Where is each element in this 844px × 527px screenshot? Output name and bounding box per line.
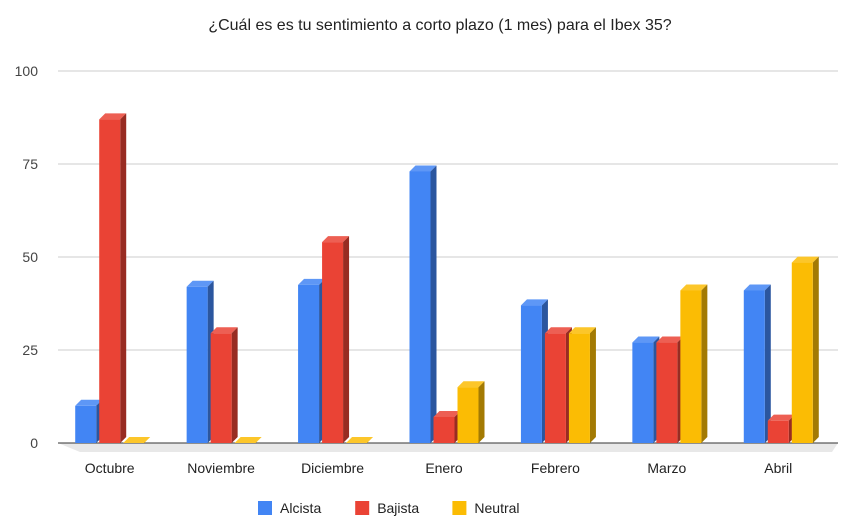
bar-top	[346, 437, 374, 443]
chart-floor-plane	[58, 443, 838, 452]
grid-lines	[58, 70, 838, 444]
bar-top	[210, 327, 238, 334]
bar-top	[75, 399, 103, 406]
bar-front	[409, 171, 431, 443]
bar-neutral-diciembre	[346, 437, 374, 443]
bar-front	[210, 333, 232, 443]
bar-alcista-noviembre	[186, 280, 214, 443]
bar-neutral-octubre	[123, 437, 151, 443]
bar-neutral-abril	[791, 256, 819, 443]
bar-top	[322, 236, 350, 243]
y-tick-label: 25	[22, 342, 38, 358]
x-tick-label: Octubre	[85, 460, 135, 476]
bar-top	[767, 414, 795, 421]
bar-front	[791, 262, 813, 443]
bar-front	[743, 290, 765, 443]
bar-top	[791, 256, 819, 263]
bar-front	[99, 119, 121, 444]
bar-bajista-octubre	[99, 113, 127, 444]
y-tick-label: 75	[22, 156, 38, 172]
x-tick-label: Marzo	[647, 460, 686, 476]
bar-front	[457, 387, 479, 443]
bar-front	[632, 342, 654, 443]
legend-item-neutral[interactable]: Neutral	[452, 500, 520, 516]
bar-side	[120, 113, 127, 444]
x-tick-label: Enero	[425, 460, 463, 476]
bar-front	[544, 333, 566, 443]
x-tick-label: Diciembre	[301, 460, 364, 476]
bar-top	[234, 437, 262, 443]
bar-top	[99, 113, 127, 120]
bar-bajista-noviembre	[210, 327, 238, 443]
bar-side	[764, 284, 771, 443]
bar-side	[430, 165, 437, 443]
bar-front	[680, 290, 702, 443]
bar-top	[298, 278, 326, 285]
bar-front	[568, 333, 590, 443]
legend-label: Neutral	[474, 500, 519, 516]
bar-side	[812, 256, 819, 443]
bar-front	[656, 342, 678, 443]
legend-swatch	[452, 501, 467, 515]
bar-alcista-enero	[409, 165, 437, 443]
bar-top	[743, 284, 771, 291]
bar-neutral-enero	[457, 381, 485, 443]
legend-swatch	[258, 501, 272, 515]
bar-bajista-marzo	[656, 336, 684, 443]
chart-floor	[58, 443, 838, 452]
legend-label: Alcista	[280, 500, 321, 516]
legend-item-alcista[interactable]: Alcista	[258, 500, 321, 516]
bar-neutral-febrero	[568, 327, 596, 443]
bars	[75, 113, 819, 444]
bar-bajista-abril	[767, 414, 795, 443]
bar-front	[75, 405, 97, 443]
legend-label: Bajista	[377, 500, 419, 516]
bar-top	[457, 381, 485, 388]
bar-front	[298, 284, 320, 443]
bar-alcista-febrero	[520, 299, 548, 443]
bar-top	[680, 284, 708, 291]
bar-bajista-enero	[433, 410, 461, 443]
bar-front	[433, 416, 455, 443]
bar-alcista-marzo	[632, 336, 660, 443]
bar-front	[767, 420, 789, 443]
bar-bajista-febrero	[544, 327, 572, 443]
bar-top	[409, 165, 437, 172]
bar-side	[589, 327, 596, 443]
legend-swatch	[355, 501, 370, 515]
bar-alcista-diciembre	[298, 278, 326, 443]
bar-top	[656, 336, 684, 343]
y-tick-label: 0	[30, 435, 38, 451]
bar-top	[544, 327, 572, 334]
bar-side	[343, 236, 350, 443]
bar-neutral-noviembre	[234, 437, 262, 443]
bar-bajista-diciembre	[322, 236, 350, 443]
y-tick-label: 100	[15, 63, 39, 79]
bar-alcista-octubre	[75, 399, 103, 443]
bar-top	[433, 410, 461, 417]
bar-alcista-abril	[743, 284, 771, 443]
bar-top	[568, 327, 596, 334]
x-tick-label: Noviembre	[187, 460, 255, 476]
bar-top	[186, 280, 214, 287]
bar-front	[520, 305, 542, 443]
x-tick-label: Febrero	[531, 460, 580, 476]
bar-front	[322, 242, 344, 443]
bar-front	[186, 286, 208, 443]
bar-side	[231, 327, 238, 443]
legend: Alcista Bajista Neutral	[258, 500, 520, 516]
bar-top	[520, 299, 548, 306]
y-tick-label: 50	[22, 249, 38, 265]
bar-top	[632, 336, 660, 343]
bar-neutral-marzo	[680, 284, 708, 443]
bar-side	[701, 284, 708, 443]
chart-title: ¿Cuál es es tu sentimiento a corto plazo…	[208, 17, 671, 34]
y-axis-ticks: 0 25 50 75 100	[15, 63, 39, 451]
x-axis-labels: Octubre Noviembre Diciembre Enero Febrero Mar…	[85, 460, 792, 476]
x-tick-label: Abril	[764, 460, 792, 476]
bar-side	[478, 381, 485, 443]
legend-item-bajista[interactable]: Bajista	[355, 500, 419, 516]
bar-top	[123, 437, 151, 443]
